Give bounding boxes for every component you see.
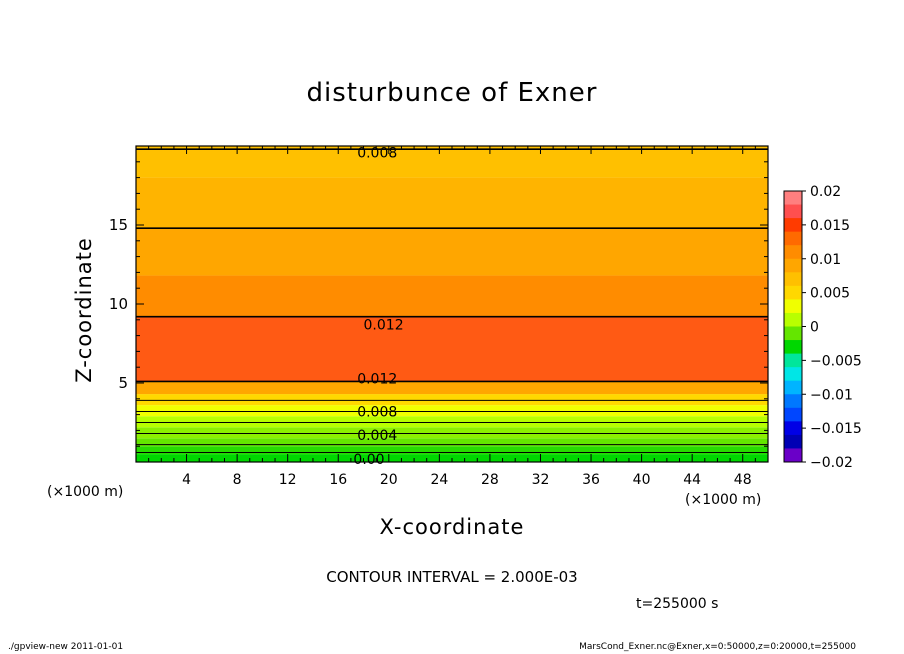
colorbar-swatch [784, 272, 802, 287]
colorbar-tick-label: 0 [810, 320, 819, 336]
colorbar-swatch [784, 312, 802, 327]
y-axis-ticks: 5 10 15 [109, 161, 768, 447]
x-tick-label: 16 [329, 472, 347, 488]
contour-band [136, 316, 768, 382]
x-unit-label-left: (×1000 m) [47, 484, 124, 500]
contour-band [136, 275, 768, 317]
colorbar-swatch [784, 299, 802, 314]
contour-label: 0.012 [364, 318, 404, 334]
y-tick-label: 10 [109, 295, 128, 313]
x-tick-label: 28 [481, 472, 499, 488]
contour-label: 0.008 [357, 404, 397, 420]
colorbar-swatch [784, 245, 802, 260]
x-tick-label: 8 [233, 472, 242, 488]
contour-band [136, 177, 768, 229]
x-tick-label: 48 [734, 472, 752, 488]
contour-lines [136, 148, 768, 454]
time-label: t=255000 s [636, 596, 719, 612]
x-unit-label-right: (×1000 m) [685, 492, 762, 508]
colorbar-tick-label: −0.015 [810, 421, 862, 437]
contour-band [136, 228, 768, 276]
colorbar-swatch [784, 421, 802, 436]
x-tick-label: 20 [380, 472, 398, 488]
colorbar-swatch [784, 448, 802, 463]
colorbar-swatch [784, 326, 802, 341]
colorbar-swatch [784, 204, 802, 219]
colorbar-swatch [784, 258, 802, 273]
x-axis-label: X-coordinate [379, 515, 525, 539]
contour-label: 0.00 [353, 452, 384, 468]
chart-title: disturbunce of Exner [306, 78, 598, 108]
x-tick-label: 32 [532, 472, 550, 488]
contour-label: 0.012 [357, 371, 397, 387]
contour-band [136, 416, 768, 428]
colorbar-swatch [784, 367, 802, 382]
footer-file-label: MarsCond_Exner.nc@Exner,x=0:50000,z=0:20… [579, 642, 856, 652]
contour-band [136, 405, 768, 417]
colorbar-swatch [784, 434, 802, 449]
contour-band [136, 438, 768, 447]
contour-label: 0.008 [357, 145, 397, 161]
footer-program-label: ./gpview-new 2011-01-01 [8, 642, 124, 652]
x-tick-label: 24 [430, 472, 448, 488]
y-axis-label: Z-coordinate [72, 237, 96, 383]
x-tick-label: 40 [633, 472, 651, 488]
contour-labels: 0.008 0.012 0.012 0.008 0.004 0.00 [353, 145, 403, 468]
colorbar-tick-label: 0.005 [810, 286, 850, 302]
contour-fill-bands [136, 146, 768, 462]
colorbar-tick-label: −0.01 [810, 387, 853, 403]
colorbar-tick-label: 0.02 [810, 184, 841, 200]
x-tick-label: 36 [582, 472, 600, 488]
colorbar-swatch [784, 191, 802, 206]
contour-band [136, 427, 768, 439]
y-tick-label: 5 [118, 374, 128, 392]
colorbar-tick-label: 0.015 [810, 218, 850, 234]
colorbar-tick-label: 0.01 [810, 252, 841, 268]
x-tick-label: 4 [182, 472, 191, 488]
colorbar-swatch [784, 231, 802, 246]
colorbar-swatch [784, 353, 802, 368]
y-tick-label: 15 [109, 216, 128, 234]
colorbar: 0.02 0.015 0.01 0.005 0 −0.005 −0.01 −0.015 −0.0… [783, 184, 862, 471]
contour-band [136, 146, 768, 178]
contour-band [136, 394, 768, 406]
x-axis-ticks: 4 8 12 16 20 24 28 32 36 40 44 48 [148, 146, 756, 488]
contour-label: 0.004 [357, 428, 397, 444]
x-tick-label: 44 [683, 472, 701, 488]
colorbar-tick-label: −0.02 [810, 455, 853, 471]
colorbar-swatch [784, 407, 802, 422]
colorbar-swatch [784, 285, 802, 300]
contour-band [136, 446, 768, 455]
colorbar-tick-label: −0.005 [810, 353, 862, 369]
colorbar-swatch [784, 218, 802, 233]
colorbar-swatch [784, 394, 802, 409]
colorbar-swatch [784, 340, 802, 355]
x-tick-label: 12 [279, 472, 297, 488]
contour-band [136, 381, 768, 395]
colorbar-swatch [784, 380, 802, 395]
contour-interval-label: CONTOUR INTERVAL = 2.000E-03 [326, 568, 578, 586]
